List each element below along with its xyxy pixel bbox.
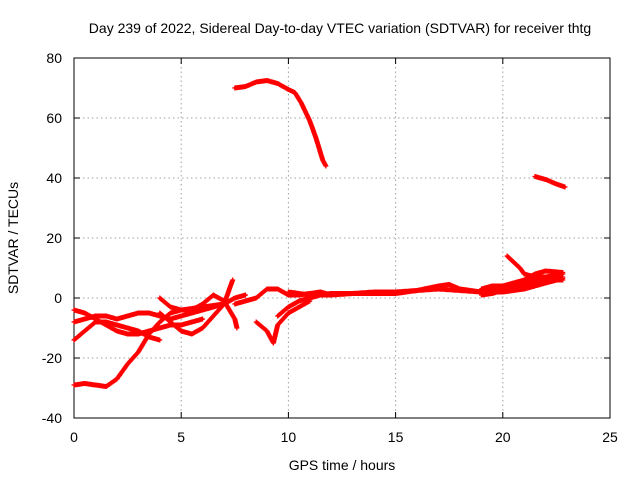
series-arc-8 <box>157 292 240 331</box>
grid <box>74 58 610 418</box>
x-tick-label: 10 <box>281 429 297 445</box>
x-tick-label: 25 <box>602 429 618 445</box>
axis-ticks: 0 5 10 15 20 25 -40 -20 0 20 40 60 80 <box>42 50 618 445</box>
series-markers <box>532 174 568 190</box>
series-arc-14 <box>478 268 566 292</box>
series-arc-2 <box>532 174 568 190</box>
y-tick-label: 20 <box>46 230 62 246</box>
series-markers <box>253 298 313 346</box>
series-markers <box>232 78 329 169</box>
x-axis-label: GPS time / hours <box>289 457 396 473</box>
series-arc-15 <box>504 253 566 280</box>
series-arc-10 <box>253 298 313 346</box>
series-arc-6 <box>71 292 248 325</box>
x-tick-label: 20 <box>495 429 511 445</box>
series-markers <box>71 292 248 325</box>
series-markers <box>478 277 566 298</box>
y-axis-label: SDTVAR / TECUs <box>5 182 21 294</box>
x-tick-label: 15 <box>388 429 404 445</box>
y-tick-label: 40 <box>46 170 62 186</box>
y-tick-label: -40 <box>42 410 62 426</box>
series-markers <box>504 253 566 280</box>
y-tick-label: 60 <box>46 110 62 126</box>
series-markers <box>157 292 240 331</box>
y-tick-label: -20 <box>42 350 62 366</box>
data-layer <box>71 78 568 389</box>
y-tick-label: 0 <box>54 290 62 306</box>
x-tick-label: 0 <box>70 429 78 445</box>
series-arc-1 <box>232 78 329 169</box>
series-markers <box>478 268 566 292</box>
chart-title: Day 239 of 2022, Sidereal Day-to-day VTE… <box>89 20 591 36</box>
series-arc-16 <box>478 277 566 298</box>
y-tick-label: 80 <box>46 50 62 66</box>
x-tick-label: 5 <box>177 429 185 445</box>
